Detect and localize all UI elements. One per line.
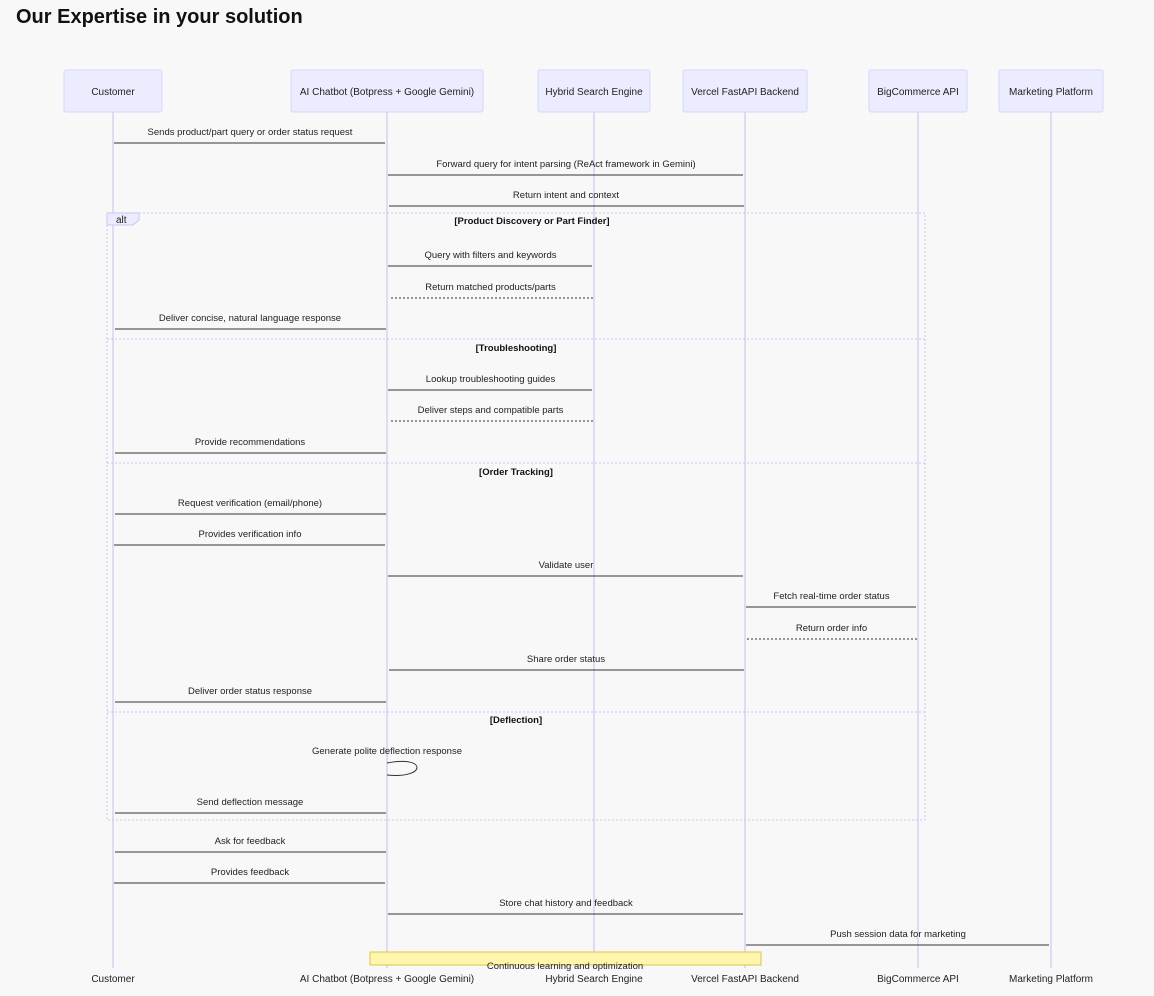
message: Push session data for marketing [746,929,1049,946]
actor-customer: Customer [63,69,163,113]
actor-box [290,69,484,113]
message: Request verification (email/phone) [115,498,386,515]
message-label: Forward query for intent parsing (ReAct … [436,159,695,170]
message: Lookup troubleshooting guides [388,374,592,391]
message-label: Query with filters and keywords [425,250,557,261]
actor-search: Hybrid Search Engine [537,69,651,113]
actor-box [537,69,651,113]
message: Deliver steps and compatible parts [389,405,593,422]
actor-label: Marketing Platform [1009,87,1093,98]
message: Forward query for intent parsing (ReAct … [388,159,743,176]
page-title: Our Expertise in your solution [16,6,303,28]
note-text: Continuous learning and optimization [487,961,643,972]
message: Provides verification info [114,529,385,546]
note-box [369,951,762,966]
message-label: Lookup troubleshooting guides [426,374,556,385]
actor-footer-search: Hybrid Search Engine [545,974,643,985]
actor-box [682,69,808,113]
actor-label: AI Chatbot (Botpress + Google Gemini) [300,87,474,98]
actor-backend: Vercel FastAPI Backend [682,69,808,113]
message: Share order status [389,654,744,671]
message: Provide recommendations [115,437,386,454]
message-label: Return matched products/parts [425,282,556,293]
message: Sends product/part query or order status… [114,127,385,144]
actor-footer-chatbot: AI Chatbot (Botpress + Google Gemini) [300,974,474,985]
message-label: Generate polite deflection response [312,746,462,757]
message-label: Ask for feedback [215,836,286,847]
actor-label: Hybrid Search Engine [545,87,643,98]
message-label: Provide recommendations [195,437,306,448]
message: Fetch real-time order status [746,591,916,608]
actor-label: Vercel FastAPI Backend [691,87,799,98]
alt-section-label: [Product Discovery or Part Finder] [454,216,609,227]
message-label: Deliver concise, natural language respon… [159,313,341,324]
message-label: Store chat history and feedback [499,898,633,909]
actor-footer-backend: Vercel FastAPI Backend [691,974,799,985]
actor-label: Customer [91,87,135,98]
actor-box [63,69,163,113]
actor-footer-customer: Customer [91,974,135,985]
message-label: Fetch real-time order status [773,591,889,602]
actor-footer-bigcommerce: BigCommerce API [877,974,959,985]
message-label: Provides verification info [199,529,302,540]
message: Return matched products/parts [389,282,593,299]
message-label: Sends product/part query or order status… [148,127,353,138]
actor-footer-marketing: Marketing Platform [1009,974,1093,985]
message-label: Return order info [796,623,867,634]
message-label: Deliver steps and compatible parts [418,405,564,416]
alt-section-label: [Troubleshooting] [476,343,557,354]
message-label: Return intent and context [513,190,620,201]
alt-frame-tag-label: alt [116,215,127,226]
alt-frame [106,212,926,821]
message: Send deflection message [115,797,386,814]
message: Generate polite deflection response [312,746,462,776]
message-label: Send deflection message [197,797,304,808]
alt-section-label: [Order Tracking] [479,467,553,478]
message-label: Deliver order status response [188,686,312,697]
message-label: Provides feedback [211,867,289,878]
message-label: Push session data for marketing [830,929,966,940]
message-label: Share order status [527,654,605,665]
message: Validate user [388,560,743,577]
message-label: Request verification (email/phone) [178,498,322,509]
self-message-loop [386,760,418,776]
actor-box [868,69,968,113]
message: Deliver order status response [115,686,386,703]
actor-label: BigCommerce API [877,87,959,98]
actor-box [998,69,1104,113]
actor-chatbot: AI Chatbot (Botpress + Google Gemini) [290,69,484,113]
message: Ask for feedback [115,836,386,853]
alt-section-label: [Deflection] [490,715,542,726]
alt-frame-tag [106,212,140,226]
message-label: Validate user [539,560,594,571]
actor-marketing: Marketing Platform [998,69,1104,113]
message: Deliver concise, natural language respon… [115,313,386,330]
message: Query with filters and keywords [388,250,592,267]
message: Return order info [747,623,917,640]
message: Store chat history and feedback [388,898,743,915]
message: Provides feedback [114,867,385,884]
actor-bigcommerce: BigCommerce API [868,69,968,113]
message: Return intent and context [389,190,744,207]
